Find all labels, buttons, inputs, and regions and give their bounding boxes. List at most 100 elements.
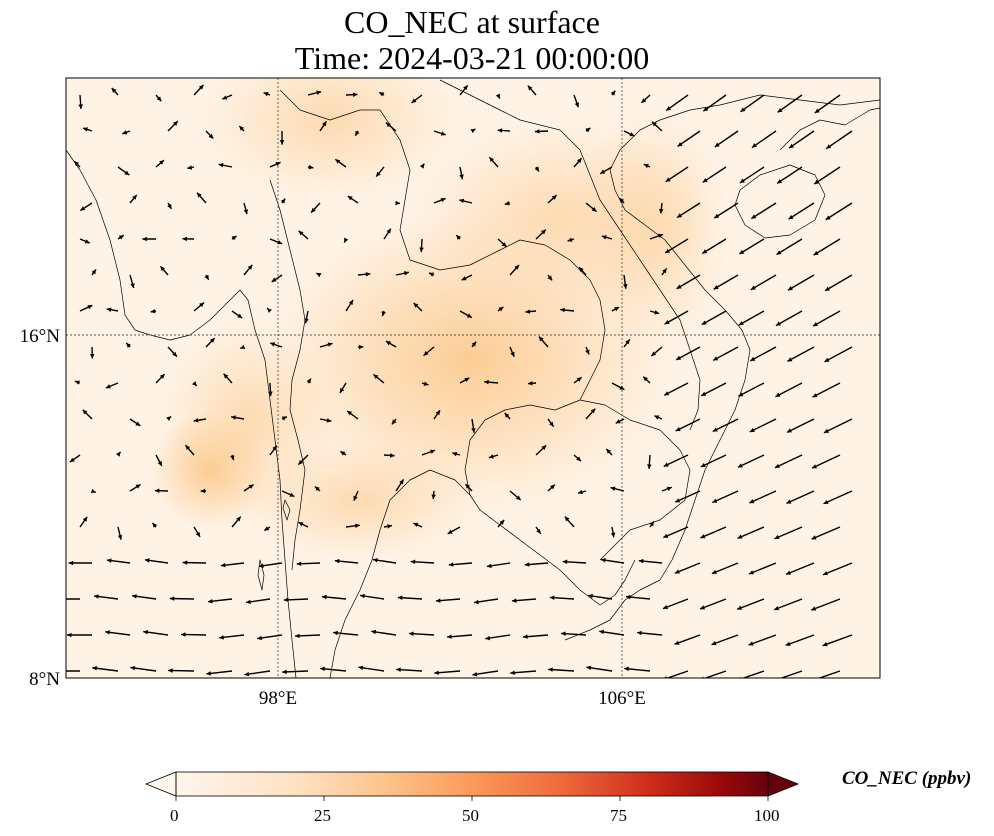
wind-arrow-shaft (811, 454, 841, 469)
wind-arrow-head (590, 408, 596, 414)
wind-arrow-head (321, 594, 327, 600)
wind-arrow-head (456, 235, 462, 240)
wind-arrow-head (187, 165, 193, 170)
wind-arrow-head (700, 605, 705, 610)
wind-arrow-head (787, 286, 793, 291)
colorbar-gradient (176, 772, 768, 796)
wind-arrow-head (811, 535, 817, 540)
wind-arrow-shaft (700, 382, 727, 397)
wind-arrow-head (154, 488, 160, 493)
wind-arrow-head (748, 570, 754, 575)
wind-arrow-head (236, 516, 241, 522)
colorbar-tick-100: 100 (754, 806, 780, 825)
wind-arrow-head (448, 562, 454, 567)
wind-arrow-head (637, 630, 642, 636)
wind-arrow-head (652, 121, 657, 127)
wind-arrow-head (431, 494, 436, 500)
wind-arrow-shaft (674, 562, 701, 574)
wind-arrow-head (223, 373, 229, 379)
wind-arrow-shaft (775, 310, 803, 327)
wind-arrow-shaft (823, 490, 853, 505)
wind-arrow-shaft (737, 526, 765, 539)
wind-arrow-head (674, 569, 680, 574)
wind-arrow-shaft (774, 454, 803, 469)
wind-arrow-head (495, 93, 500, 99)
wind-arrow-head (74, 161, 80, 166)
wind-arrow-head (89, 354, 95, 359)
wind-arrow-shaft (699, 598, 727, 610)
wind-arrow-head (785, 641, 791, 646)
wind-arrow-head (786, 570, 791, 575)
wind-arrow-head (419, 247, 424, 253)
wind-arrow-head (774, 463, 780, 468)
wind-arrow-shaft (750, 274, 777, 291)
wind-arrow-head (159, 160, 164, 165)
wind-arrow-head (348, 300, 354, 305)
wind-arrow-shaft (662, 598, 689, 610)
wind-arrow-head (472, 671, 478, 677)
wind-arrow-shaft (776, 166, 803, 185)
wind-arrow-head (339, 387, 345, 393)
wind-arrow-head (409, 631, 414, 636)
wind-arrow-head (814, 108, 820, 113)
wind-arrow-head (150, 308, 156, 314)
wind-arrow-head (308, 164, 314, 170)
wind-arrow-head (534, 166, 539, 172)
wind-arrow-head (130, 283, 135, 289)
wind-arrow-head (281, 416, 287, 421)
wind-arrow-head (283, 597, 289, 603)
wind-arrow-head (649, 521, 654, 527)
wind-arrow-head (440, 131, 446, 136)
wind-arrow-head (501, 242, 507, 247)
wind-arrow-head (386, 228, 391, 234)
wind-arrow-head (272, 445, 277, 451)
wind-arrow-head (440, 197, 446, 203)
wind-arrow-head (813, 321, 819, 327)
wind-arrow-head (94, 594, 99, 599)
wind-arrow-shaft (714, 130, 739, 148)
wind-arrow-head (654, 310, 660, 315)
wind-arrow-head (105, 384, 111, 389)
wind-arrow-head (461, 276, 467, 281)
wind-arrow-head (267, 308, 272, 313)
wind-arrow-head (135, 484, 141, 489)
wind-arrow-head (550, 484, 555, 490)
wind-arrow-head (586, 665, 592, 671)
wind-arrow-head (391, 419, 397, 425)
wind-arrow-head (222, 95, 228, 100)
wind-arrow-head (619, 198, 625, 203)
wind-arrow-head (135, 421, 141, 426)
wind-arrow-head (712, 427, 718, 432)
wind-arrow-shaft (748, 634, 777, 646)
wind-arrow-head (702, 177, 708, 183)
wind-arrow-head (181, 632, 186, 637)
lon-tick-106e: 106°E (598, 688, 646, 709)
wind-arrow-head (786, 499, 792, 504)
wind-arrow-head (244, 671, 250, 677)
wind-arrow-head (314, 486, 320, 492)
wind-arrow-head (358, 665, 364, 671)
wind-arrow-head (67, 632, 72, 638)
wind-arrow-shaft (785, 634, 815, 647)
wind-arrow-head (774, 606, 780, 611)
wind-arrow-head (775, 392, 781, 397)
wind-arrow-head (663, 533, 669, 538)
wind-arrow-head (523, 634, 528, 639)
wind-arrow-shaft (701, 310, 727, 326)
wind-arrow-head (777, 179, 783, 184)
wind-arrow-head (643, 376, 649, 382)
wind-arrow-shaft (712, 346, 739, 361)
wind-arrow-head (204, 274, 209, 280)
wind-arrow-head (774, 534, 780, 540)
wind-arrow-head (74, 380, 80, 385)
wind-arrow-shaft (814, 94, 841, 114)
wind-arrow-shaft (675, 346, 701, 361)
wind-arrow-head (239, 125, 245, 131)
wind-arrow-head (471, 427, 476, 433)
wind-arrow-shaft (825, 202, 853, 221)
wind-arrow-head (320, 666, 325, 672)
wind-arrow-head (486, 563, 492, 569)
wind-arrow-shaft (700, 526, 727, 539)
wind-arrow-head (548, 667, 553, 672)
wind-arrow-head (143, 629, 148, 635)
